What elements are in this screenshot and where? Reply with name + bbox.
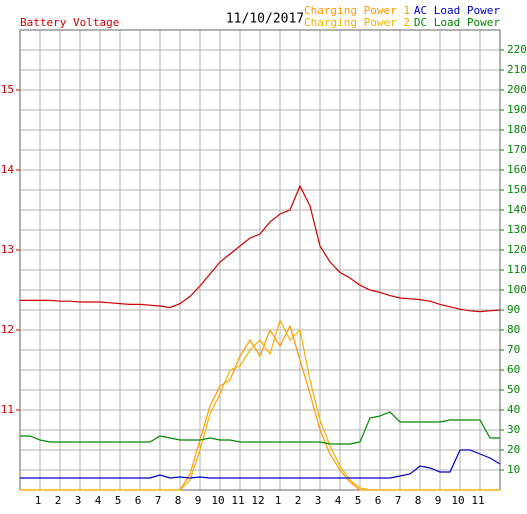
x-tick-label: 7 bbox=[155, 494, 162, 507]
series-line bbox=[20, 411, 500, 445]
y2-tick-label: 80 bbox=[507, 323, 520, 336]
series-line bbox=[20, 184, 501, 313]
y-tick-label: 12 bbox=[1, 323, 14, 336]
series-line bbox=[20, 449, 501, 479]
x-tick-label: 3 bbox=[75, 494, 82, 507]
legend-entry: Charging Power 2 bbox=[304, 16, 410, 29]
legend-entry: AC Load Power bbox=[414, 4, 500, 17]
y2-tick-label: 140 bbox=[507, 203, 527, 216]
x-tick-label: 4 bbox=[335, 494, 342, 507]
y2-tick-label: 70 bbox=[507, 343, 520, 356]
y2-tick-label: 100 bbox=[507, 283, 527, 296]
y2-tick-label: 10 bbox=[507, 463, 520, 476]
y2-tick-label: 210 bbox=[507, 63, 527, 76]
y-tick-label: 14 bbox=[1, 163, 15, 176]
series-line bbox=[20, 318, 500, 491]
chart-title: 11/10/2017 bbox=[226, 12, 304, 27]
x-tick-label: 9 bbox=[195, 494, 202, 507]
x-tick-label: 5 bbox=[355, 494, 362, 507]
y2-tick-label: 30 bbox=[507, 423, 520, 436]
x-tick-label: 3 bbox=[315, 494, 322, 507]
y2-tick-label: 220 bbox=[507, 43, 527, 56]
y2-tick-label: 60 bbox=[507, 363, 520, 376]
y2-tick-label: 130 bbox=[507, 223, 527, 236]
legend-entry: DC Load Power bbox=[414, 16, 500, 29]
y2-tick-label: 170 bbox=[507, 143, 527, 156]
y2-tick-label: 160 bbox=[507, 163, 527, 176]
y2-tick-label: 90 bbox=[507, 303, 520, 316]
x-tick-label: 8 bbox=[175, 494, 182, 507]
y2-tick-label: 180 bbox=[507, 123, 527, 136]
x-tick-label: 5 bbox=[115, 494, 122, 507]
x-tick-label: 9 bbox=[435, 494, 442, 507]
x-tick-label: 1 bbox=[275, 494, 282, 507]
x-tick-label: 2 bbox=[55, 494, 62, 507]
y2-tick-label: 40 bbox=[507, 403, 520, 416]
x-tick-label: 1 bbox=[35, 494, 42, 507]
x-tick-label: 10 bbox=[451, 494, 464, 507]
x-tick-label: 6 bbox=[135, 494, 142, 507]
y-tick-label: 15 bbox=[1, 83, 14, 96]
y2-tick-label: 120 bbox=[507, 243, 527, 256]
x-tick-label: 7 bbox=[395, 494, 402, 507]
x-tick-label: 6 bbox=[375, 494, 382, 507]
y-tick-label: 13 bbox=[1, 243, 14, 256]
y2-tick-label: 190 bbox=[507, 103, 527, 116]
plot-border bbox=[19, 29, 501, 491]
y2-tick-label: 20 bbox=[507, 443, 520, 456]
legend-entry: Charging Power 1 bbox=[304, 4, 410, 17]
x-tick-label: 4 bbox=[95, 494, 102, 507]
x-tick-label: 8 bbox=[415, 494, 422, 507]
y-tick-label: 11 bbox=[1, 403, 14, 416]
x-tick-label: 12 bbox=[251, 494, 264, 507]
y2-tick-label: 200 bbox=[507, 83, 527, 96]
x-tick-label: 11 bbox=[231, 494, 244, 507]
y2-tick-label: 110 bbox=[507, 263, 527, 276]
legend-entry: Battery Voltage bbox=[20, 16, 119, 29]
x-tick-label: 11 bbox=[471, 494, 484, 507]
x-tick-label: 10 bbox=[211, 494, 224, 507]
x-tick-label: 2 bbox=[295, 494, 302, 507]
y2-tick-label: 50 bbox=[507, 383, 520, 396]
y2-tick-label: 150 bbox=[507, 183, 527, 196]
